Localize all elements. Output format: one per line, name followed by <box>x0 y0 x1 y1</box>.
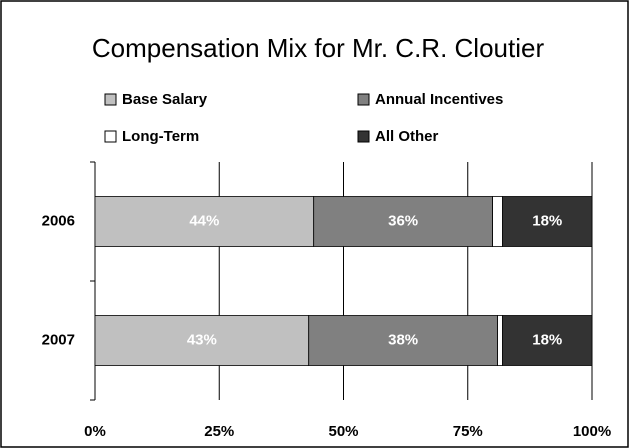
bar <box>502 315 593 366</box>
y-tick-label: 2007 <box>42 331 75 348</box>
x-tick-label: 75% <box>453 423 483 440</box>
x-tick-label: 50% <box>328 423 358 440</box>
legend-swatch <box>357 130 370 143</box>
bar <box>313 196 493 247</box>
value-label: 36% <box>388 212 418 229</box>
chart-title: Compensation Mix for Mr. C.R. Cloutier <box>92 33 545 63</box>
legend-label: Long-Term <box>122 128 199 145</box>
legend-swatch <box>104 93 117 106</box>
bar <box>94 315 310 366</box>
value-label: 18% <box>532 212 562 229</box>
value-label: 38% <box>388 331 418 348</box>
value-label: 18% <box>532 331 562 348</box>
x-tick-label: 0% <box>84 423 106 440</box>
bar <box>492 196 503 247</box>
legend-swatch <box>104 130 117 143</box>
legend-label: All Other <box>375 128 439 145</box>
x-tick-label: 100% <box>573 423 611 440</box>
bar <box>94 196 315 247</box>
bar <box>497 315 503 366</box>
value-label: 44% <box>189 212 219 229</box>
y-tick-label: 2006 <box>42 212 75 229</box>
legend-swatch <box>357 93 370 106</box>
x-tick-label: 25% <box>204 423 234 440</box>
value-label: 43% <box>187 331 217 348</box>
bar <box>308 315 498 366</box>
legend-label: Annual Incentives <box>375 91 503 108</box>
legend-label: Base Salary <box>122 91 208 108</box>
bar <box>502 196 593 247</box>
